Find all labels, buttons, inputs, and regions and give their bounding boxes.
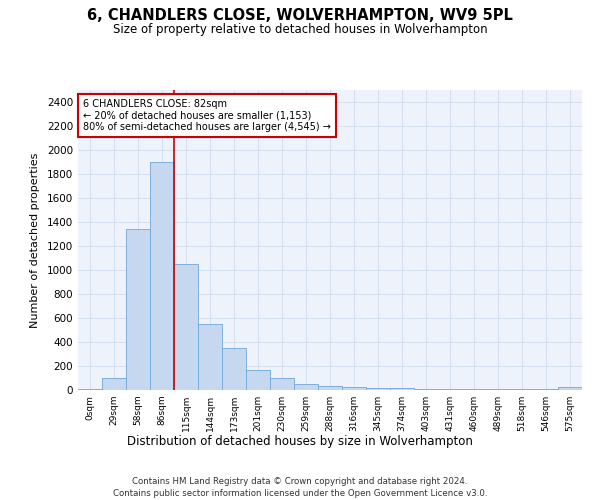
Bar (150, 162, 174, 390)
Bar (390, 388, 414, 390)
Text: 6, CHANDLERS CLOSE, WOLVERHAMPTON, WV9 5PL: 6, CHANDLERS CLOSE, WOLVERHAMPTON, WV9 5… (87, 8, 513, 22)
Bar (126, 229, 150, 390)
Bar (342, 387, 366, 390)
Text: Distribution of detached houses by size in Wolverhampton: Distribution of detached houses by size … (127, 435, 473, 448)
Bar (558, 387, 582, 390)
Text: Size of property relative to detached houses in Wolverhampton: Size of property relative to detached ho… (113, 22, 487, 36)
Bar (222, 348, 246, 390)
Bar (102, 378, 126, 390)
Bar (198, 324, 222, 390)
Bar (318, 386, 342, 390)
Bar (78, 389, 102, 390)
Bar (414, 389, 438, 390)
Text: Contains HM Land Registry data © Crown copyright and database right 2024.: Contains HM Land Registry data © Crown c… (132, 478, 468, 486)
Y-axis label: Number of detached properties: Number of detached properties (30, 152, 40, 328)
Bar (174, 264, 198, 390)
Bar (270, 378, 294, 390)
Bar (366, 388, 390, 390)
Text: Contains public sector information licensed under the Open Government Licence v3: Contains public sector information licen… (113, 489, 487, 498)
Text: 6 CHANDLERS CLOSE: 82sqm
← 20% of detached houses are smaller (1,153)
80% of sem: 6 CHANDLERS CLOSE: 82sqm ← 20% of detach… (83, 99, 331, 132)
Bar (294, 384, 318, 390)
Bar (246, 370, 270, 390)
